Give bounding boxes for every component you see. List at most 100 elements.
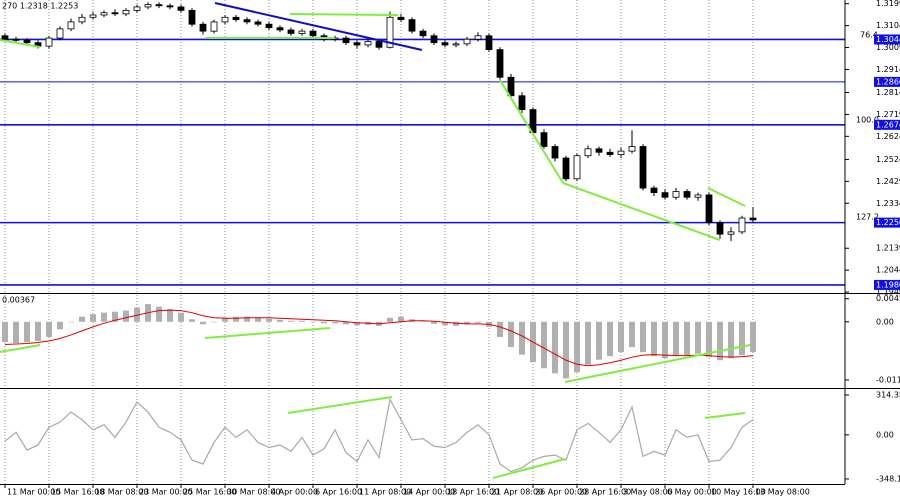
candle-body — [397, 16, 405, 21]
y-tick-label: 1.3199 — [876, 0, 900, 8]
price-header: 270 1.2318 1.2253 — [2, 2, 78, 11]
candle-body — [353, 42, 361, 46]
histogram-bar — [299, 320, 305, 322]
trendline — [0, 344, 41, 353]
histogram-bar — [354, 321, 360, 326]
candle-body — [56, 28, 64, 39]
histogram-bar — [750, 321, 756, 353]
histogram-bar — [519, 321, 525, 355]
candle-body — [265, 23, 273, 29]
candle-body — [199, 23, 207, 32]
x-tick-label: 11 Mar 00:00 — [7, 488, 60, 497]
candle-body — [232, 16, 240, 21]
candle-body — [122, 9, 130, 15]
trendline — [0, 39, 41, 48]
candle-body — [716, 222, 724, 235]
candle-body — [67, 21, 75, 30]
level-label-box — [874, 76, 900, 87]
y-tick-label: -0.0115 — [876, 375, 900, 384]
histogram-bar — [684, 321, 690, 356]
histogram-bar — [640, 321, 646, 353]
x-tick-label: 28 Apr 16:00 — [579, 488, 631, 497]
marks — [1, 2, 757, 473]
candle-body — [45, 37, 53, 47]
candle-body — [749, 217, 757, 221]
histogram-bar — [167, 309, 173, 322]
candle-body — [661, 192, 669, 198]
x-tick-label: 26 Apr 00:00 — [535, 488, 587, 497]
histogram-bar — [651, 321, 657, 357]
histogram-bar — [178, 312, 184, 322]
histogram-bar — [211, 321, 217, 323]
x-tick-label: 10 May 16:00 — [711, 488, 766, 497]
histogram-bar — [387, 317, 393, 322]
candle-body — [177, 6, 185, 11]
candle-body — [12, 38, 20, 41]
histogram-bar — [563, 321, 569, 379]
histogram-bar — [288, 320, 294, 322]
histogram-bar — [266, 318, 272, 322]
level-label: 1.2674 — [876, 120, 900, 129]
x-tick-label: 6 May 00:00 — [667, 488, 717, 497]
histogram-bar — [618, 321, 624, 353]
histogram-bar — [310, 321, 316, 323]
histogram-bar — [24, 321, 30, 343]
candle-body — [650, 187, 658, 194]
cci-line — [4, 397, 754, 473]
histogram-bar — [321, 321, 327, 324]
y-tick-label: 0.00 — [876, 430, 894, 439]
candle-body — [727, 231, 735, 235]
histogram-bar — [156, 306, 162, 322]
y-tick-label: 314.3545 — [876, 391, 900, 400]
candle-body — [298, 30, 306, 34]
macd-header: 0.00367 — [2, 296, 35, 305]
histogram-bar — [464, 321, 470, 325]
x-tick-label: 30 Mar 08:00 — [227, 488, 280, 497]
histogram-bar — [112, 311, 118, 322]
histogram-bar — [332, 321, 338, 324]
candle-body — [474, 35, 482, 40]
x-tick-label: 14 Apr 00:00 — [403, 488, 455, 497]
candle-body — [276, 27, 284, 31]
histogram-bar — [629, 321, 635, 348]
y-tick-label: 1.2044 — [876, 266, 900, 275]
candle-body — [309, 30, 317, 37]
x-tick-label: 25 Mar 16:00 — [183, 488, 236, 497]
candle-body — [485, 35, 493, 51]
x-tick-label: 13 May 08:00 — [755, 488, 810, 497]
candle-body — [507, 76, 515, 97]
candle-body — [100, 12, 108, 16]
histogram-bar — [46, 321, 52, 337]
histogram-bar — [35, 321, 41, 341]
candle-body — [628, 146, 636, 152]
candle-body — [441, 42, 449, 46]
candle-body — [386, 16, 394, 48]
histogram-bar — [13, 321, 19, 344]
y-tick-label: -348.166 — [876, 474, 900, 483]
level-label-box — [874, 279, 900, 290]
candle-body — [221, 16, 229, 23]
histogram-bar — [57, 321, 63, 330]
y-tick-label: 1.2429 — [876, 177, 900, 186]
histogram-bar — [497, 321, 503, 337]
candle-body — [419, 30, 427, 37]
candle-body — [155, 4, 163, 7]
trendline — [204, 327, 331, 339]
y-tick-label: 0.00 — [876, 317, 894, 326]
histogram-bar — [233, 316, 239, 322]
histogram-bar — [442, 321, 448, 326]
candle-body — [738, 217, 746, 233]
histogram-bar — [222, 317, 228, 322]
candle-body — [595, 148, 603, 153]
x-tick-label: 15 Mar 16:00 — [51, 488, 104, 497]
histogram-bar — [431, 321, 437, 324]
fib-label: 76.4 — [860, 31, 878, 40]
x-tick-label: 3 May 08:00 — [623, 488, 673, 497]
x-tick-label: 23 Mar 00:00 — [139, 488, 192, 497]
trendline — [704, 412, 746, 419]
candle-body — [23, 39, 31, 44]
histogram-bar — [68, 321, 74, 323]
